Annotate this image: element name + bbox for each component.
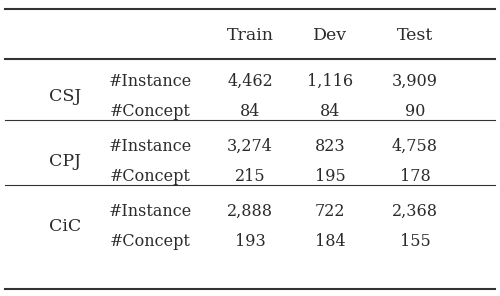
Text: 84: 84 xyxy=(240,102,260,120)
Text: 184: 184 xyxy=(314,233,346,250)
Text: CPJ: CPJ xyxy=(49,153,81,170)
Text: 178: 178 xyxy=(400,168,430,185)
Text: #Concept: #Concept xyxy=(110,233,190,250)
Text: #Instance: #Instance xyxy=(108,138,192,155)
Text: 2,368: 2,368 xyxy=(392,203,438,220)
Text: Test: Test xyxy=(397,27,433,44)
Text: #Concept: #Concept xyxy=(110,102,190,120)
Text: Train: Train xyxy=(226,27,274,44)
Text: 84: 84 xyxy=(320,102,340,120)
Text: Dev: Dev xyxy=(313,27,347,44)
Text: 90: 90 xyxy=(405,102,425,120)
Text: 193: 193 xyxy=(234,233,266,250)
Text: CiC: CiC xyxy=(49,218,81,235)
Text: 3,909: 3,909 xyxy=(392,73,438,90)
Text: 155: 155 xyxy=(400,233,430,250)
Text: 3,274: 3,274 xyxy=(227,138,273,155)
Text: 2,888: 2,888 xyxy=(227,203,273,220)
Text: CSJ: CSJ xyxy=(49,88,81,105)
Text: 4,758: 4,758 xyxy=(392,138,438,155)
Text: #Instance: #Instance xyxy=(108,203,192,220)
Text: 722: 722 xyxy=(315,203,345,220)
Text: 823: 823 xyxy=(314,138,346,155)
Text: 195: 195 xyxy=(314,168,346,185)
Text: 4,462: 4,462 xyxy=(227,73,273,90)
Text: #Concept: #Concept xyxy=(110,168,190,185)
Text: 215: 215 xyxy=(234,168,266,185)
Text: 1,116: 1,116 xyxy=(307,73,353,90)
Text: #Instance: #Instance xyxy=(108,73,192,90)
